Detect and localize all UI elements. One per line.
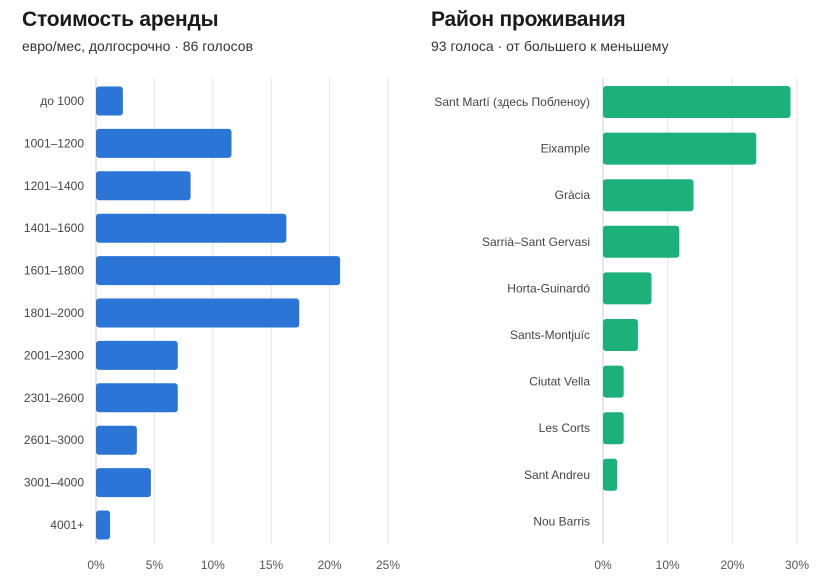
rent-category-label: 2301–2600 [24, 391, 84, 405]
rent-category-label: 2001–2300 [24, 348, 84, 362]
district-chart-title: Район проживания [431, 8, 626, 31]
rent-category-label: 1801–2000 [24, 306, 84, 320]
rent-bar [96, 256, 341, 286]
district-bar [603, 412, 624, 445]
district-tick-label: 20% [720, 558, 744, 572]
rent-category-label: 1001–1200 [24, 136, 84, 150]
district-bar [603, 225, 680, 258]
rent-bar [96, 86, 123, 116]
rent-bar [96, 510, 111, 540]
rent-tick-label: 25% [376, 558, 400, 572]
district-bar [603, 319, 638, 351]
district-tick-label: 30% [785, 558, 809, 572]
rent-bar [96, 425, 137, 455]
rent-category-label: 2601–3000 [24, 433, 84, 447]
rent-category-label: 1401–1600 [24, 221, 84, 235]
rent-bar [96, 213, 287, 243]
rent-bar [96, 171, 191, 201]
district-bar [603, 179, 694, 212]
district-category-label: Sants-Montjuïc [510, 328, 590, 342]
rent-category-label: 4001+ [50, 518, 84, 532]
district-bar [603, 365, 624, 398]
district-category-label: Sant Andreu [524, 468, 590, 482]
district-tick-label: 10% [656, 558, 680, 572]
district-category-label: Horta-Guinardó [507, 281, 590, 295]
rent-category-label: 3001–4000 [24, 476, 84, 490]
rent-chart-plot: до 1000 1001–1200 1201–1400 1401–1600 1601–1… [24, 78, 400, 572]
rent-tick-label: 0% [87, 558, 105, 572]
district-bar [603, 272, 652, 305]
district-category-label: Nou Barris [533, 514, 590, 528]
district-bar [603, 458, 618, 491]
district-tick-label: 0% [594, 558, 612, 572]
district-chart-subtitle: 93 голоса · от большего к меньшему [431, 38, 669, 54]
district-category-label: Les Corts [539, 421, 590, 435]
district-category-label: Eixample [541, 142, 591, 156]
rent-category-label: до 1000 [40, 94, 84, 108]
district-category-label: Sant Martí (здесь Побленоу) [434, 95, 590, 109]
rent-bar [96, 383, 178, 413]
rent-chart-panel: Стоимость аренды евро/мес, долгосрочно ·… [22, 8, 400, 572]
district-bar [603, 132, 757, 165]
rent-tick-label: 5% [146, 558, 164, 572]
rent-category-label: 1201–1400 [24, 179, 84, 193]
rent-chart-subtitle: евро/мес, долгосрочно · 86 голосов [22, 38, 254, 54]
district-bar [603, 86, 791, 118]
rent-bar [96, 128, 232, 158]
district-chart-panel: Район проживания 93 голоса · от большего… [414, 0, 828, 586]
rent-bar [96, 298, 300, 328]
rent-tick-label: 15% [259, 558, 283, 572]
district-category-label: Gràcia [555, 188, 591, 202]
rent-bar [96, 340, 178, 370]
district-chart-plot: Sant Martí (здесь Побленоу) Eixample Gràci… [434, 78, 809, 572]
rent-chart-title: Стоимость аренды [22, 8, 219, 31]
rent-bar [96, 468, 151, 498]
rent-tick-label: 20% [318, 558, 342, 572]
rent-category-label: 1601–1800 [24, 264, 84, 278]
rent-tick-label: 10% [201, 558, 225, 572]
district-category-label: Ciutat Vella [529, 375, 590, 389]
district-category-label: Sarrià–Sant Gervasi [482, 235, 590, 249]
